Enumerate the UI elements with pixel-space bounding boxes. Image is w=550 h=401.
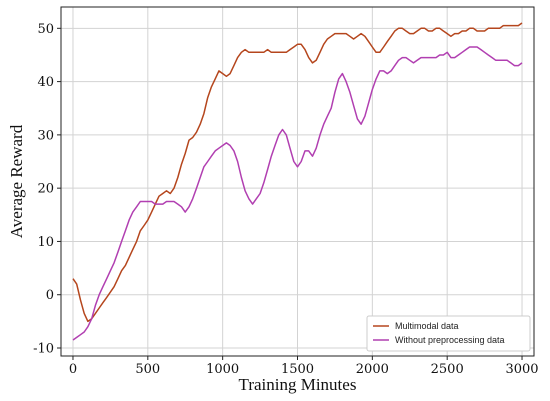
y-tick-label: -10 bbox=[33, 342, 54, 357]
x-tick-label: 2500 bbox=[431, 362, 464, 377]
x-tick-label: 0 bbox=[69, 362, 77, 377]
y-tick-label: 50 bbox=[37, 22, 54, 37]
y-tick-label: 20 bbox=[37, 182, 54, 197]
legend-label: Multimodal data bbox=[395, 321, 459, 331]
grid bbox=[61, 7, 534, 356]
x-axis-title: Training Minutes bbox=[239, 375, 357, 394]
y-tick-label: 0 bbox=[46, 288, 54, 303]
series-layer bbox=[72, 22, 523, 341]
series-line-2 bbox=[72, 46, 523, 341]
x-tick-label: 500 bbox=[135, 362, 160, 377]
y-axis-title: Average Reward bbox=[7, 124, 26, 238]
y-tick-label: 10 bbox=[37, 235, 54, 250]
ticks: 0 500 1000 1500 2000 2500 3000 -10 0 10 20 30 40 50 bbox=[33, 22, 539, 377]
y-tick-label: 40 bbox=[37, 75, 54, 90]
series-line-1 bbox=[72, 22, 523, 323]
x-tick-label: 1500 bbox=[281, 362, 314, 377]
y-tick-label: 30 bbox=[37, 128, 54, 143]
legend: Multimodal data Without preprocessing dat… bbox=[366, 315, 531, 352]
x-tick-label: 3000 bbox=[505, 362, 538, 377]
x-tick-label: 2000 bbox=[356, 362, 389, 377]
legend-label: Without preprocessing data bbox=[395, 335, 505, 345]
legend-box bbox=[366, 315, 531, 352]
x-tick-label: 1000 bbox=[206, 362, 239, 377]
